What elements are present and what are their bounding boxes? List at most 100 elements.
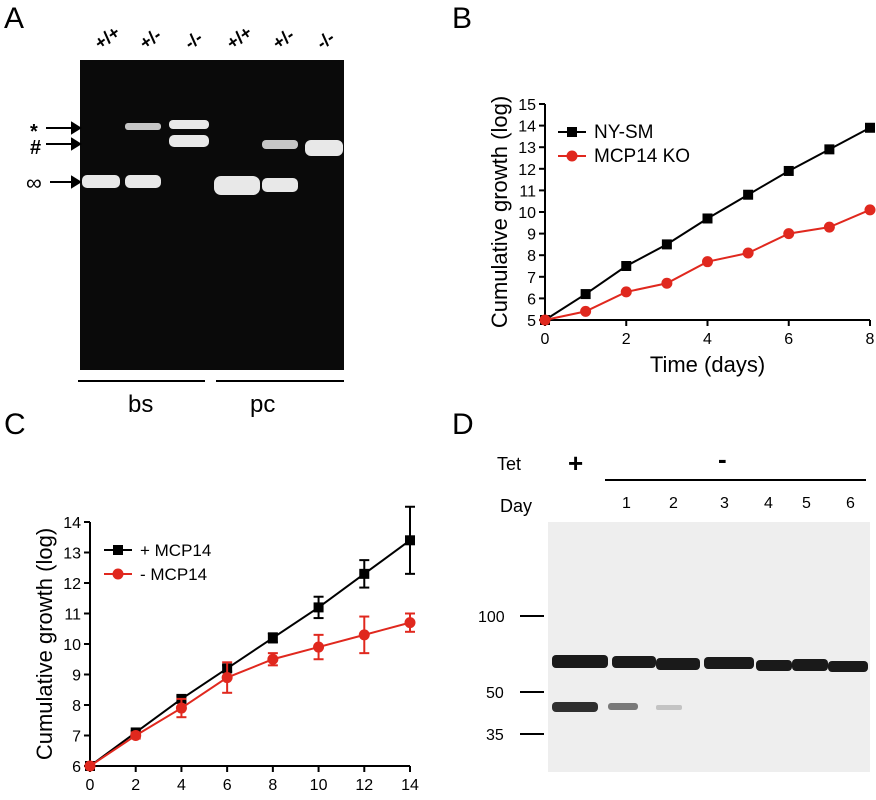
- blot-band: [608, 703, 638, 710]
- gel-panel-a: +/+ +/- -/- +/+ +/- -/- * # ∞ bs: [26, 22, 344, 418]
- group-label-bs: bs: [128, 391, 153, 418]
- y-tick-label: 13: [518, 140, 536, 157]
- data-point: [580, 289, 591, 300]
- lane-label: -/-: [313, 27, 338, 53]
- data-point: [405, 535, 415, 546]
- data-point: [742, 247, 754, 259]
- x-tick-label: 12: [355, 777, 373, 794]
- day-number: 3: [720, 495, 729, 512]
- data-point: [783, 165, 794, 176]
- growth-chart-b: 0 2 4 6 8 5 6 7 8 9 10 11 12 13 14 15 Time (days) Cumulat…: [487, 96, 876, 377]
- day-number: 6: [846, 495, 855, 512]
- gel-band: [262, 140, 298, 149]
- day-number: 5: [802, 495, 811, 512]
- y-tick-label: 7: [72, 729, 81, 746]
- y-tick-label: 12: [63, 576, 81, 593]
- data-point: [130, 730, 142, 741]
- panel-letter-a: A: [4, 2, 25, 35]
- blot-membrane: [548, 522, 870, 772]
- gel-band: [169, 135, 209, 147]
- x-tick-label: 2: [622, 331, 631, 348]
- x-tick-label: 6: [223, 777, 232, 794]
- data-point: [358, 629, 370, 641]
- x-tick-label: 4: [177, 777, 186, 794]
- legend-marker: [567, 127, 577, 137]
- data-point: [267, 632, 278, 643]
- panel-letter-c: C: [4, 408, 26, 441]
- blot-bands: [552, 655, 868, 712]
- data-point: [661, 239, 672, 250]
- lane-label: -/-: [181, 27, 206, 53]
- y-tick-label: 8: [72, 698, 81, 715]
- lane-label: +/-: [269, 25, 298, 54]
- blot-band: [792, 659, 828, 671]
- tet-plus: +: [568, 448, 583, 478]
- legend-label: MCP14 KO: [594, 146, 690, 167]
- y-tick-label: 10: [63, 637, 81, 654]
- day-label: Day: [500, 496, 532, 516]
- data-point: [404, 617, 416, 629]
- y-axis-label: Cumulative growth (log): [487, 96, 512, 328]
- gel-band: [125, 175, 161, 188]
- blot-band: [656, 705, 682, 710]
- legend-marker: [112, 568, 124, 580]
- panel-letter-d: D: [452, 408, 474, 441]
- y-tick-label: 14: [518, 119, 536, 136]
- series-line: [89, 539, 411, 767]
- y-tick-label: 9: [72, 668, 81, 685]
- blot-band: [552, 702, 598, 712]
- x-tick-label: 8: [866, 331, 875, 348]
- lane-label: +/+: [223, 22, 256, 53]
- data-point: [824, 144, 835, 155]
- blot-band: [656, 658, 700, 670]
- legend-marker: [113, 545, 123, 555]
- marker-arrows: [46, 121, 82, 189]
- y-tick-label: 15: [518, 97, 536, 114]
- data-point: [359, 568, 370, 579]
- y-tick-label: 14: [63, 515, 81, 532]
- data-point: [221, 672, 233, 684]
- legend-label: + MCP14: [140, 541, 211, 560]
- day-number: 4: [764, 495, 773, 512]
- group-label-pc: pc: [250, 391, 275, 418]
- band-marker: ∞: [26, 170, 42, 195]
- growth-chart-c: 0 2 4 6 8 10 12 14 6 7 8 9 10 11 12 13 14 Time (days) Cumu…: [32, 505, 419, 800]
- gel-background: [80, 60, 344, 370]
- tet-label: Tet: [497, 454, 521, 474]
- blot-band: [704, 657, 754, 669]
- x-tick-label: 0: [86, 777, 95, 794]
- data-point: [313, 641, 325, 653]
- day-number: 1: [622, 495, 631, 512]
- mw-ladder: 100 50 35: [478, 609, 544, 744]
- data-point: [661, 277, 673, 289]
- blot-band: [828, 661, 868, 672]
- x-tick-label: 10: [310, 777, 328, 794]
- data-point: [539, 314, 551, 326]
- data-point: [783, 228, 795, 240]
- x-tick-label: 4: [703, 331, 712, 348]
- data-point: [620, 286, 632, 298]
- data-point: [84, 760, 96, 772]
- x-tick-label: 8: [268, 777, 277, 794]
- data-point: [865, 122, 875, 133]
- gel-band: [262, 178, 298, 192]
- gel-band: [214, 176, 260, 195]
- y-tick-label: 11: [64, 607, 81, 624]
- data-point: [580, 305, 592, 317]
- mw-marker-label: 50: [486, 685, 504, 702]
- mw-marker-label: 35: [486, 727, 504, 744]
- lane-label: +/-: [136, 25, 165, 54]
- y-tick-label: 6: [527, 291, 536, 308]
- y-tick-label: 8: [527, 248, 536, 265]
- data-point: [702, 256, 713, 268]
- x-tick-label: 2: [131, 777, 140, 794]
- y-tick-label: 7: [527, 270, 536, 287]
- data-point: [823, 221, 835, 233]
- band-marker: #: [30, 137, 41, 159]
- legend-label: NY-SM: [594, 122, 653, 143]
- data-point: [702, 213, 713, 224]
- y-tick-label: 5: [527, 313, 536, 330]
- blot-band: [612, 656, 656, 668]
- y-tick-label: 10: [518, 205, 536, 222]
